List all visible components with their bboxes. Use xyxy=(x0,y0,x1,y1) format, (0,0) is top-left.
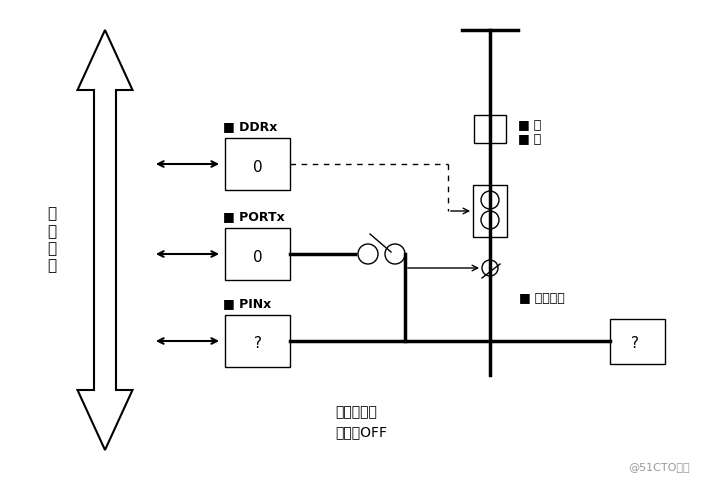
Text: 方向：输入: 方向：输入 xyxy=(335,405,377,419)
Text: ■ DDRx: ■ DDRx xyxy=(223,120,277,133)
Text: ?: ? xyxy=(630,337,639,352)
Text: @51CTO博客: @51CTO博客 xyxy=(628,462,690,472)
Bar xyxy=(474,115,506,143)
Text: ■ 上: ■ 上 xyxy=(518,119,541,132)
Bar xyxy=(225,315,290,367)
Text: 0: 0 xyxy=(252,249,262,264)
Polygon shape xyxy=(78,30,133,450)
Text: ■ 拉: ■ 拉 xyxy=(518,133,541,146)
Text: 0: 0 xyxy=(252,160,262,174)
Bar xyxy=(473,185,507,237)
Bar xyxy=(225,138,290,190)
Text: ■ PORTx: ■ PORTx xyxy=(223,210,285,223)
Text: 上拉：OFF: 上拉：OFF xyxy=(335,425,387,439)
Bar xyxy=(225,228,290,280)
Text: ■ 物理引脚: ■ 物理引脚 xyxy=(519,292,565,304)
Text: 数
据
总
线: 数 据 总 线 xyxy=(47,206,56,274)
Text: ■ PINx: ■ PINx xyxy=(223,297,271,310)
Bar xyxy=(610,318,665,363)
Text: ?: ? xyxy=(254,337,262,352)
